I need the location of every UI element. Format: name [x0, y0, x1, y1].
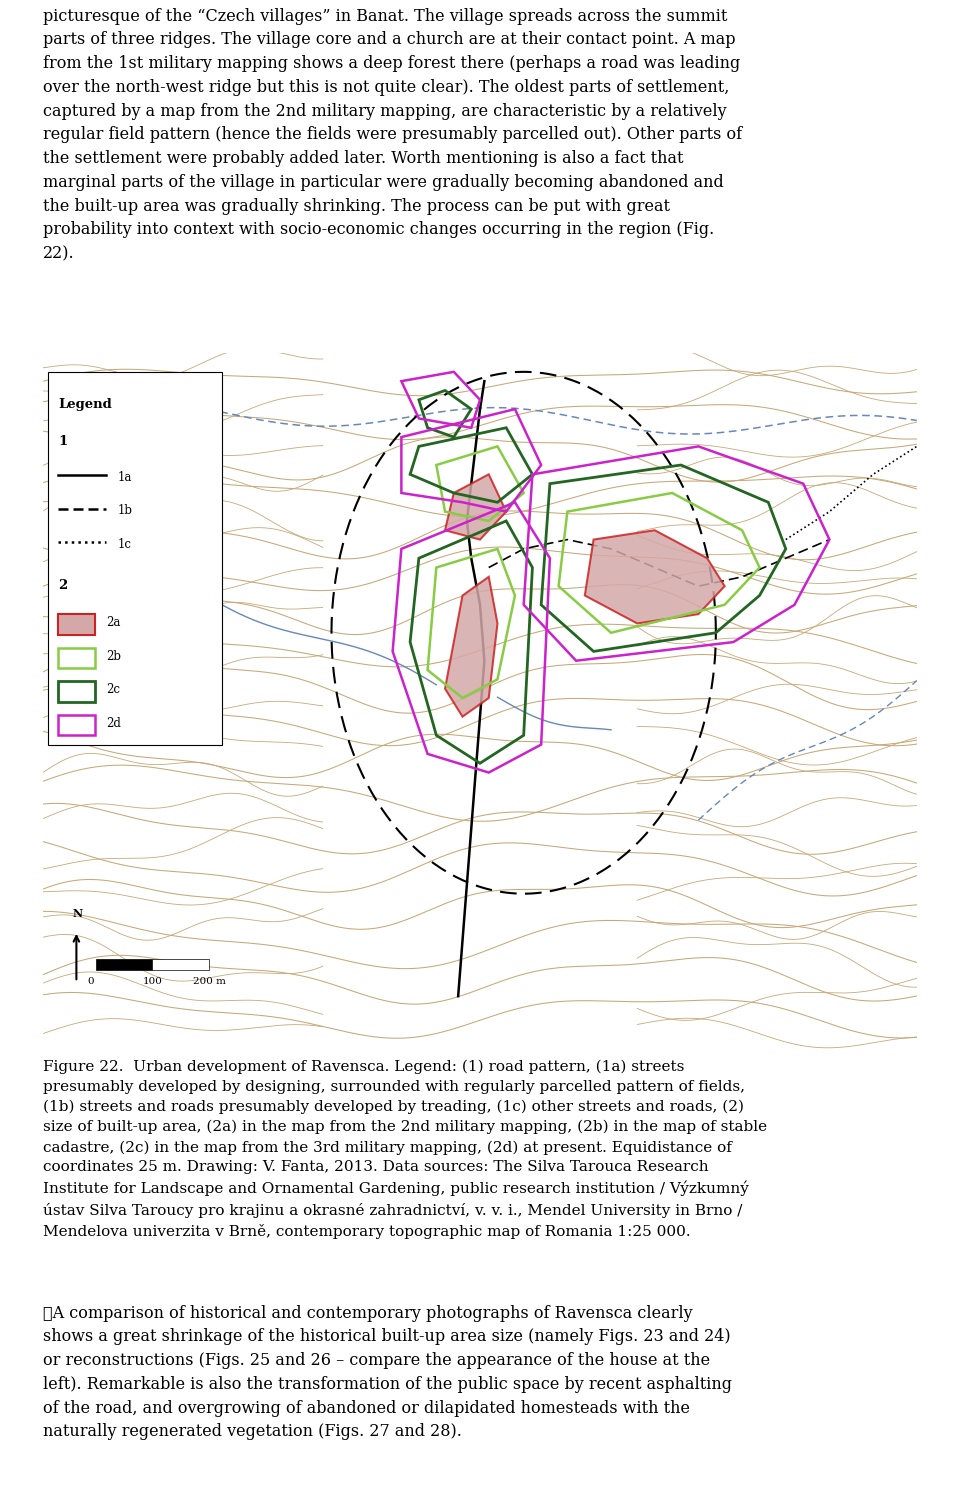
Polygon shape [445, 577, 497, 717]
Text: 2c: 2c [107, 682, 120, 696]
Bar [58, 648, 95, 669]
Text: 100: 100 [142, 977, 162, 986]
Text: 2: 2 [58, 579, 67, 592]
Polygon shape [585, 531, 725, 624]
Text: 2b: 2b [107, 649, 121, 663]
Bar [58, 681, 95, 702]
Text: picturesque of the “Czech villages” in Banat. The village spreads across the sum: picturesque of the “Czech villages” in B… [43, 8, 742, 262]
Text: 1b: 1b [117, 504, 132, 517]
Text: N: N [73, 908, 83, 918]
Polygon shape [445, 475, 506, 540]
Text: A comparison of historical and contemporary photographs of Ravensca clearly
show: A comparison of historical and contempor… [43, 1305, 732, 1440]
Text: 1a: 1a [117, 470, 132, 484]
Text: 1: 1 [58, 436, 67, 448]
Text: 200 m: 200 m [193, 977, 226, 986]
Bar [153, 959, 209, 969]
Text: Legend: Legend [58, 398, 111, 410]
Bar [96, 959, 153, 969]
Text: Figure 22.  Urban development of Ravensca. Legend: (1) road pattern, (1a) street: Figure 22. Urban development of Ravensca… [43, 1060, 767, 1238]
Bar [48, 371, 223, 744]
Text: 2a: 2a [107, 616, 120, 628]
Text: 2d: 2d [107, 717, 121, 729]
Bar [58, 715, 95, 735]
Bar [58, 615, 95, 634]
Text: 1c: 1c [117, 538, 132, 550]
Text: 0: 0 [87, 977, 94, 986]
